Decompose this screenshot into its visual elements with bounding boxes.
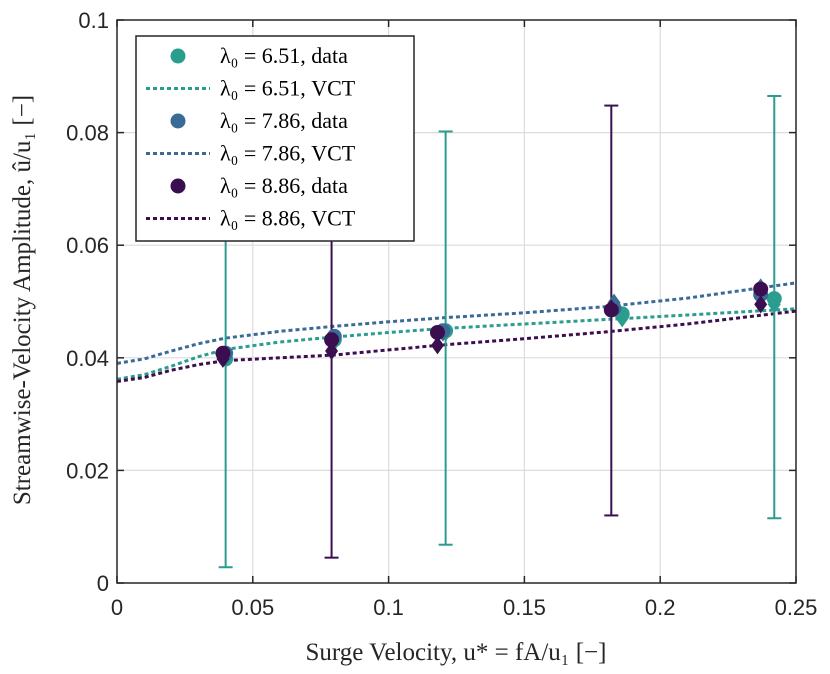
tick-labels: 0 0.05 0.1 0.15 0.2 0.25 0 0.02 0.04 0.06 0.08 0.1 <box>66 8 817 620</box>
y-tick-label: 0 <box>97 571 109 596</box>
y-axis-title: Streamwise-Velocity Amplitude, û/u₁ [−] <box>9 95 36 505</box>
data-diamond-marker <box>754 295 768 314</box>
data-point <box>215 345 231 361</box>
data-point <box>429 324 445 340</box>
y-tick-label: 0.04 <box>66 346 109 371</box>
x-tick-label: 0.1 <box>373 595 404 620</box>
x-tick-label: 0.15 <box>503 595 546 620</box>
y-tick-label: 0.06 <box>66 233 109 258</box>
axes <box>116 19 797 584</box>
legend-marker <box>170 113 186 129</box>
data-point <box>324 332 340 348</box>
vct-line <box>116 309 797 383</box>
x-tick-label: 0.2 <box>645 595 676 620</box>
y-tick-label: 0.1 <box>78 8 109 33</box>
x-tick-label: 0 <box>111 595 123 620</box>
data-diamond-marker <box>430 336 444 355</box>
legend-label: λ₀ = 6.51, VCT <box>220 76 356 101</box>
legend-label: λ₀ = 7.86, data <box>220 108 348 133</box>
x-tick-label: 0.25 <box>775 595 818 620</box>
y-tick-label: 0.02 <box>66 458 109 483</box>
legend-box <box>135 35 415 242</box>
legend-label: λ₀ = 8.86, VCT <box>220 206 356 231</box>
data-diamond-marker <box>325 342 339 361</box>
legend-label: λ₀ = 6.51, data <box>220 43 348 68</box>
legend-marker <box>170 178 186 194</box>
legend-label: λ₀ = 7.86, VCT <box>220 141 356 166</box>
data-point <box>753 281 769 297</box>
plot-area <box>116 95 797 569</box>
legend: λ₀ = 6.51, data λ₀ = 6.51, VCT λ₀ = 7.86, … <box>135 35 415 242</box>
data-point <box>766 291 782 307</box>
axes-box <box>116 19 797 584</box>
data-point <box>603 302 619 318</box>
legend-marker <box>170 48 186 64</box>
x-axis-title: Surge Velocity, u* = fA/u₁ [−] <box>305 639 606 666</box>
vct-line <box>116 307 797 381</box>
y-tick-label: 0.08 <box>66 121 109 146</box>
legend-label: λ₀ = 8.86, data <box>220 173 348 198</box>
x-tick-label: 0.05 <box>231 595 274 620</box>
